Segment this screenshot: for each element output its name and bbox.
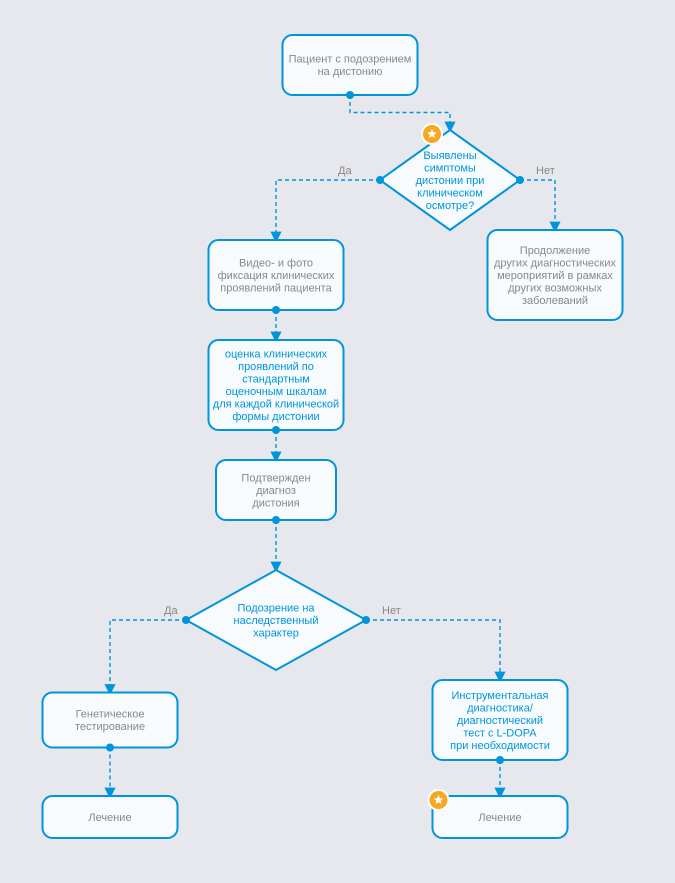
node-text: дистонии при	[416, 175, 485, 187]
flow-node-n3: Продолжениедругих диагностическихмеропри…	[488, 230, 623, 320]
node-text: фиксация клинических	[218, 270, 335, 282]
flow-node-n6: Генетическоетестирование	[43, 693, 178, 748]
node-text: Пациент с подозрением	[289, 54, 412, 66]
node-text: стандартным	[242, 374, 310, 386]
node-text: Выявлены	[423, 150, 476, 162]
node-text: тест с L-DOPA	[463, 727, 537, 739]
edge-label: Да	[164, 605, 178, 617]
flow-node-n9: Лечение	[429, 790, 568, 838]
node-text: симптомы	[424, 162, 476, 174]
badge-icon	[429, 790, 449, 810]
node-text: Лечение	[478, 812, 521, 824]
node-text: для каждой клинической	[213, 399, 339, 411]
node-text: наследственный	[234, 615, 319, 627]
node-text: диагностика/	[467, 702, 534, 714]
node-text: диагностический	[457, 715, 543, 727]
flow-node-n4: оценка клиническихпроявлений постандартн…	[209, 340, 344, 430]
node-text: Генетическое	[76, 709, 145, 721]
node-text: на дистонию	[318, 66, 383, 78]
node-text: клиническом	[417, 187, 483, 199]
flow-node-n8: Лечение	[43, 796, 178, 838]
node-text: Лечение	[88, 812, 131, 824]
flow-node-n1: Пациент с подозрениемна дистонию	[283, 35, 418, 95]
node-text: диагноз	[256, 485, 296, 497]
node-text: тестирование	[75, 721, 145, 733]
edge-label: Нет	[536, 165, 555, 177]
flow-node-n7: Инструментальнаядиагностика/диагностичес…	[433, 680, 568, 760]
node-text: оценка клинических	[225, 349, 328, 361]
node-text: мероприятий в рамках	[497, 270, 613, 282]
node-text: формы дистонии	[232, 411, 319, 423]
node-text: заболеваний	[522, 295, 588, 307]
node-text: Продолжение	[520, 245, 590, 257]
node-text: оценочным шкалам	[226, 386, 327, 398]
flow-node-n5: Подтверждендиагноздистония	[216, 460, 336, 520]
node-text: Инструментальная	[452, 690, 549, 702]
node-text: Подозрение на	[237, 602, 315, 614]
node-text: проявлений пациента	[220, 282, 332, 294]
badge-icon	[422, 124, 442, 144]
edge-label: Нет	[382, 605, 401, 617]
node-text: других диагностических	[494, 257, 616, 269]
node-text: дистония	[252, 497, 299, 509]
node-text: Видео- и фото	[239, 257, 313, 269]
node-text: при необходимости	[450, 740, 550, 752]
node-text: характер	[253, 627, 299, 639]
edge-label: Да	[338, 165, 352, 177]
node-text: проявлений по	[238, 361, 314, 373]
flowchart-container: Пациент с подозрениемна дистонию Выявлены…	[0, 0, 675, 883]
node-text: осмотре?	[426, 200, 474, 212]
node-text: Подтвержден	[241, 472, 310, 484]
node-text: других возможных	[508, 282, 602, 294]
flow-node-n2: Видео- и фотофиксация клиническихпроявле…	[209, 240, 344, 310]
